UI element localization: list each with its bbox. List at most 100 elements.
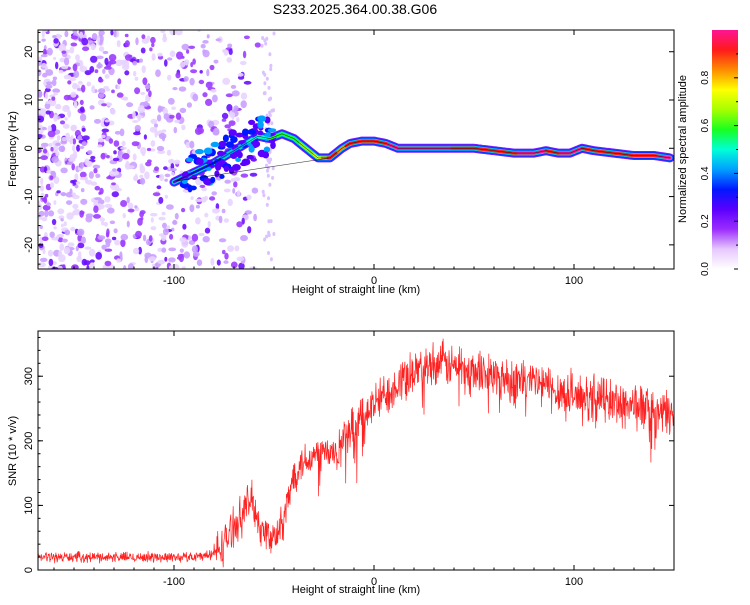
noise-speckle xyxy=(43,149,47,154)
noise-speckle xyxy=(81,188,85,192)
ridge-blob xyxy=(195,149,204,154)
noise-speckle xyxy=(119,251,122,258)
noise-speckle xyxy=(160,30,165,33)
noise-speckle xyxy=(172,87,177,90)
noise-speckle xyxy=(271,176,274,180)
y-tick-label: -20 xyxy=(23,237,35,253)
noise-speckle xyxy=(210,65,215,70)
noise-speckle xyxy=(78,81,83,85)
y-tick-label: 10 xyxy=(23,94,35,106)
noise-speckle xyxy=(73,64,78,72)
noise-speckle xyxy=(123,213,126,218)
noise-speckle xyxy=(192,94,198,102)
noise-speckle xyxy=(163,166,168,170)
figure-title: S233.2025.364.00.38.G06 xyxy=(273,1,437,17)
noise-speckle xyxy=(153,192,161,196)
noise-speckle xyxy=(162,129,167,132)
y-tick-label: 100 xyxy=(23,496,35,514)
noise-speckle xyxy=(208,221,211,228)
noise-speckle xyxy=(206,69,209,76)
noise-speckle xyxy=(149,47,152,51)
noise-speckle xyxy=(263,81,266,85)
noise-speckle xyxy=(110,30,113,36)
noise-speckle xyxy=(142,152,145,156)
noise-speckle xyxy=(216,38,222,41)
noise-speckle xyxy=(167,150,171,156)
noise-speckle xyxy=(144,134,147,139)
noise-speckle xyxy=(110,156,113,160)
noise-speckle xyxy=(46,110,51,114)
noise-speckle xyxy=(263,91,266,95)
noise-speckle xyxy=(87,150,92,155)
noise-speckle xyxy=(104,58,108,65)
noise-speckle xyxy=(105,119,110,122)
noise-speckle xyxy=(267,196,270,200)
noise-speckle xyxy=(154,166,159,171)
ridge-blob xyxy=(196,158,204,165)
noise-speckle xyxy=(109,54,117,61)
noise-speckle xyxy=(200,70,203,74)
noise-speckle xyxy=(122,64,129,70)
noise-speckle xyxy=(212,95,218,103)
noise-speckle xyxy=(150,37,156,44)
noise-speckle xyxy=(104,66,112,70)
noise-speckle xyxy=(150,119,157,124)
noise-speckle xyxy=(126,102,133,107)
colorbar-tick-label: 0.8 xyxy=(700,70,711,84)
noise-speckle xyxy=(70,47,75,54)
noise-speckle xyxy=(149,235,153,242)
noise-speckle xyxy=(57,208,64,214)
noise-speckle xyxy=(81,38,88,45)
noise-speckle xyxy=(170,168,177,171)
noise-speckle xyxy=(222,250,226,254)
noise-speckle xyxy=(101,221,105,226)
noise-speckle xyxy=(64,247,70,254)
noise-speckle xyxy=(53,77,57,81)
noise-speckle xyxy=(79,162,84,169)
noise-speckle xyxy=(247,226,251,233)
noise-speckle xyxy=(157,114,161,121)
noise-speckle xyxy=(142,77,147,85)
noise-speckle xyxy=(36,204,42,211)
noise-speckle xyxy=(82,259,88,266)
noise-speckle xyxy=(93,165,101,169)
noise-speckle xyxy=(79,210,84,218)
noise-speckle xyxy=(241,100,247,108)
noise-speckle xyxy=(184,59,190,65)
noise-speckle xyxy=(190,69,197,73)
noise-speckle xyxy=(266,169,269,173)
noise-speckle xyxy=(50,171,55,176)
noise-speckle xyxy=(261,36,264,40)
noise-speckle xyxy=(158,260,166,264)
noise-speckle xyxy=(89,249,96,257)
noise-speckle xyxy=(109,138,113,144)
noise-speckle xyxy=(90,105,95,109)
noise-speckle xyxy=(243,51,246,58)
noise-speckle xyxy=(60,218,63,221)
noise-speckle xyxy=(85,70,92,75)
noise-speckle xyxy=(112,191,119,197)
noise-speckle xyxy=(184,251,191,258)
noise-speckle xyxy=(176,113,181,120)
noise-speckle xyxy=(97,235,105,240)
noise-speckle xyxy=(60,120,65,124)
ridge-blob xyxy=(252,141,260,148)
noise-speckle xyxy=(244,36,250,40)
noise-speckle xyxy=(81,237,86,244)
ridge-blob xyxy=(240,162,248,166)
noise-speckle xyxy=(56,190,60,193)
noise-speckle xyxy=(151,43,154,47)
noise-speckle xyxy=(133,176,138,181)
noise-speckle xyxy=(62,264,66,268)
noise-speckle xyxy=(197,128,204,134)
noise-speckle xyxy=(181,125,185,131)
noise-speckle xyxy=(189,78,194,86)
noise-speckle xyxy=(110,221,115,225)
noise-speckle xyxy=(267,231,270,235)
ridge-blob xyxy=(257,131,263,136)
noise-speckle xyxy=(55,151,59,156)
noise-speckle xyxy=(66,212,73,220)
noise-speckle xyxy=(71,192,76,195)
noise-speckle xyxy=(174,127,178,133)
noise-speckle xyxy=(224,218,229,223)
